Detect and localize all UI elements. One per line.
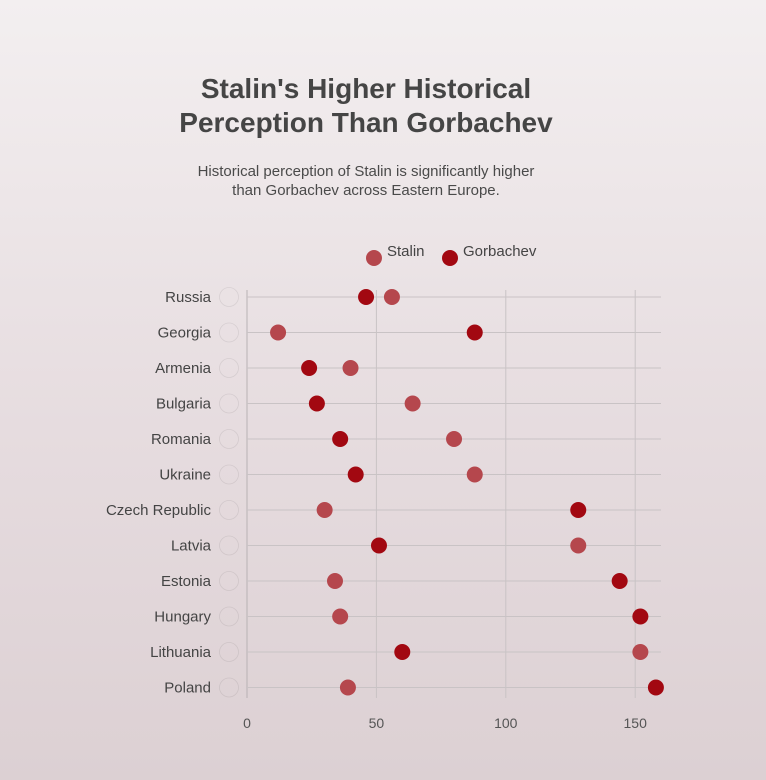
chart-subtitle: Historical perception of Stalin is signi… bbox=[0, 162, 732, 200]
gorbachev-point[interactable] bbox=[466, 324, 483, 341]
hungary-flag-icon bbox=[219, 606, 239, 627]
gorbachev-point[interactable] bbox=[358, 289, 375, 305]
x-tick-label: 50 bbox=[369, 715, 385, 731]
stalin-point[interactable] bbox=[332, 608, 349, 625]
gorbachev-point[interactable] bbox=[647, 679, 664, 696]
gorbachev-point[interactable] bbox=[632, 608, 649, 625]
y-tick-label: Armenia bbox=[155, 360, 212, 377]
legend-label-gorbachev: Gorbachev bbox=[463, 243, 537, 260]
y-tick-label: Ukraine bbox=[159, 467, 211, 484]
stalin-point[interactable] bbox=[466, 466, 483, 483]
y-tick-label: Russia bbox=[165, 289, 212, 306]
stalin-point[interactable] bbox=[383, 289, 400, 305]
armenia-flag-icon bbox=[219, 358, 239, 378]
y-tick-label: Czech Republic bbox=[106, 502, 212, 519]
chart-title-line-2: Perception Than Gorbachev bbox=[179, 107, 553, 138]
gorbachev-point[interactable] bbox=[370, 537, 387, 554]
stalin-point[interactable] bbox=[446, 431, 463, 447]
chart-subtitle-line-1: Historical perception of Stalin is signi… bbox=[197, 163, 535, 180]
chart-title: Stalin's Higher Historical Perception Th… bbox=[0, 72, 732, 140]
y-tick-label: Romania bbox=[151, 431, 212, 448]
grid-layer bbox=[246, 290, 636, 698]
y-tick-label: Poland bbox=[164, 680, 211, 697]
y-tick-label: Georgia bbox=[158, 325, 212, 342]
flags-layer bbox=[219, 287, 239, 698]
x-tick-label: 150 bbox=[624, 715, 648, 731]
stalin-point[interactable] bbox=[270, 324, 287, 341]
stalin-point[interactable] bbox=[342, 360, 359, 376]
legend-marker-gorbachev bbox=[442, 250, 458, 266]
bulgaria-flag-icon bbox=[219, 393, 239, 414]
rows-layer: Russia Georgia Armenia Bulgaria Romania Ukrai… bbox=[106, 289, 661, 697]
stalin-point[interactable] bbox=[316, 502, 333, 518]
latvia-flag-icon bbox=[219, 535, 239, 556]
russia-flag-icon bbox=[219, 287, 239, 307]
lithuania-flag-icon bbox=[219, 642, 239, 662]
legend-label-stalin: Stalin bbox=[387, 243, 425, 260]
stalin-point[interactable] bbox=[632, 644, 649, 660]
estonia-flag-icon bbox=[219, 571, 239, 591]
georgia-flag-icon bbox=[219, 322, 239, 343]
x-tick-label: 100 bbox=[494, 715, 518, 731]
gorbachev-point[interactable] bbox=[301, 360, 318, 376]
points-layer bbox=[270, 289, 664, 696]
romania-flag-icon bbox=[219, 429, 239, 449]
chart-subtitle-line-2: than Gorbachev across Eastern Europe. bbox=[232, 182, 500, 199]
gorbachev-point[interactable] bbox=[308, 395, 325, 412]
gorbachev-point[interactable] bbox=[394, 644, 411, 660]
stalin-point[interactable] bbox=[326, 573, 343, 589]
x-tick-label: 0 bbox=[243, 715, 251, 731]
gorbachev-point[interactable] bbox=[570, 502, 587, 518]
stalin-point[interactable] bbox=[404, 395, 421, 412]
czech-republic-flag-icon bbox=[219, 500, 239, 520]
y-tick-label: Bulgaria bbox=[156, 396, 212, 413]
y-tick-label: Latvia bbox=[171, 538, 212, 555]
gorbachev-point[interactable] bbox=[347, 466, 364, 483]
gorbachev-point[interactable] bbox=[611, 573, 628, 589]
chart-title-line-1: Stalin's Higher Historical bbox=[200, 73, 532, 104]
x-axis: 0 50 100 150 bbox=[243, 715, 647, 731]
legend-marker-stalin bbox=[366, 250, 382, 266]
y-tick-label: Lithuania bbox=[150, 644, 212, 661]
y-tick-label: Estonia bbox=[161, 573, 212, 590]
poland-flag-icon bbox=[219, 677, 239, 698]
y-tick-label: Hungary bbox=[154, 609, 211, 626]
ukraine-flag-icon bbox=[219, 464, 239, 485]
stalin-point[interactable] bbox=[570, 537, 587, 554]
stalin-point[interactable] bbox=[339, 679, 356, 696]
gorbachev-point[interactable] bbox=[332, 431, 349, 447]
